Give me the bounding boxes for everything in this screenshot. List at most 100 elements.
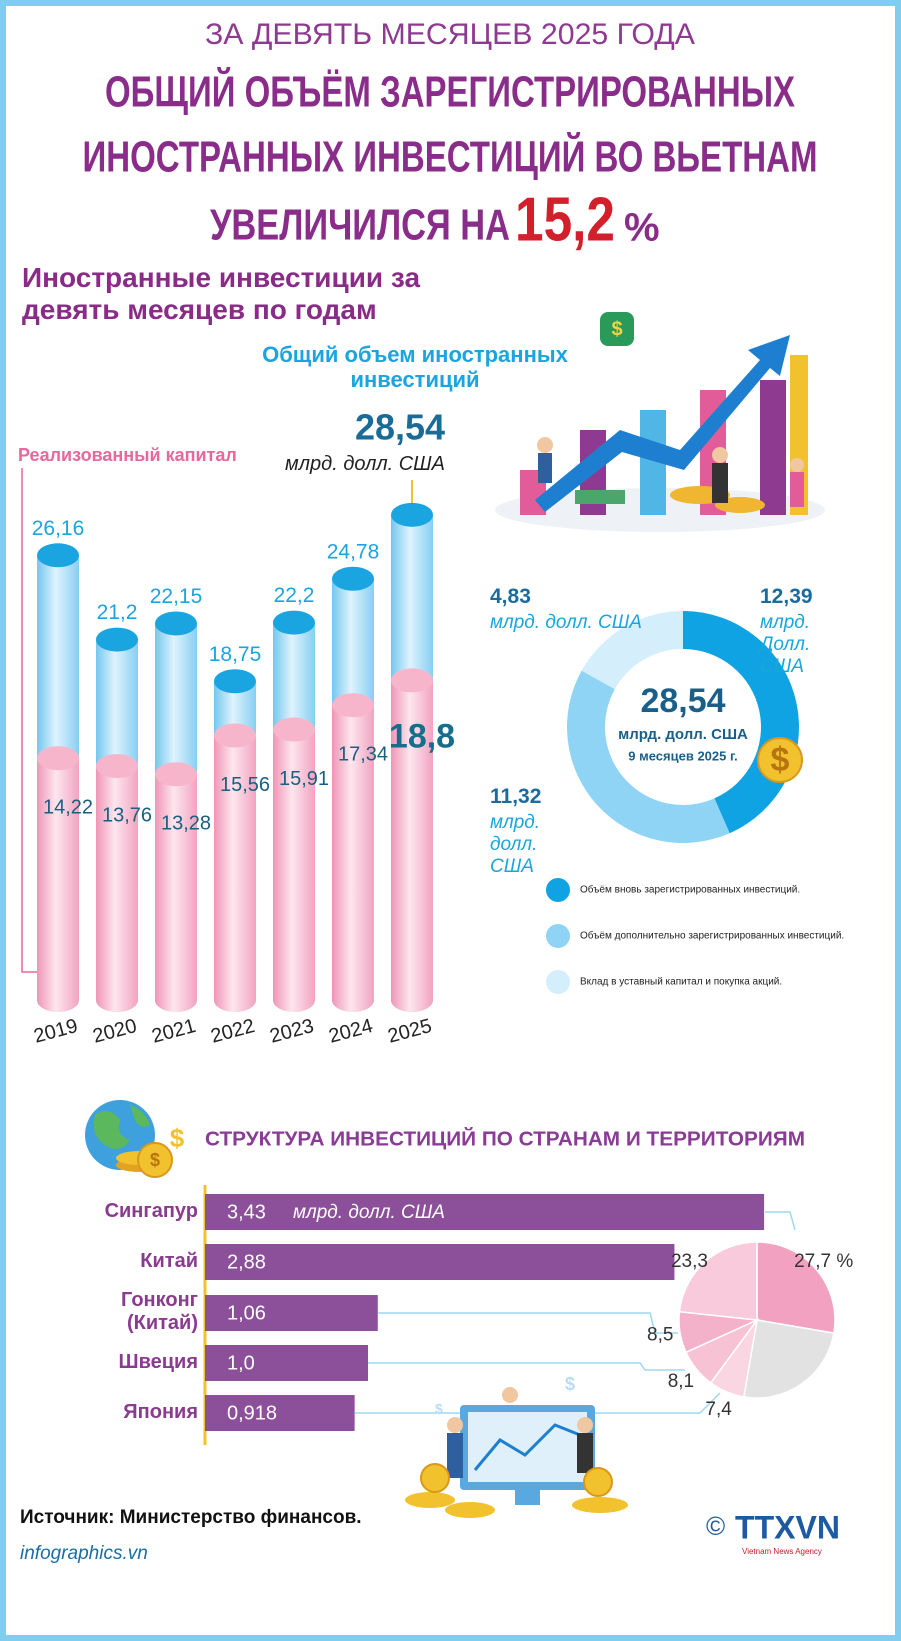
pie-slice — [678, 1241, 758, 1321]
legend-swatch — [546, 924, 570, 948]
legend-label: Объём дополнительно зарегистрированных и… — [580, 930, 844, 942]
title-line: ИНОСТРАННЫХ ИНВЕСТИЦИЙ ВО ВЬЕТНАМ — [83, 131, 818, 182]
value-label: 18,75 — [209, 643, 262, 666]
value-label: 3,43 — [227, 1201, 266, 1223]
x-tick-label: 2024 — [326, 1015, 375, 1048]
svg-text:$: $ — [611, 318, 622, 340]
value-label: 11,32 — [490, 785, 542, 808]
copyright: © — [706, 1511, 725, 1541]
cylinder-top — [37, 746, 79, 771]
value-label: 18,8 — [389, 717, 455, 755]
value-label: 14,22 — [43, 797, 93, 819]
category-label: Сингапур — [104, 1200, 198, 1222]
cylinder-top — [155, 611, 197, 636]
bar — [205, 1244, 675, 1280]
pie-slice — [742, 1319, 835, 1399]
chart-title: Иностранные инвестиции за девять месяцев… — [22, 262, 421, 326]
x-tick-label: 2021 — [149, 1015, 198, 1048]
logo: TTXVN — [735, 1509, 840, 1545]
cylinder — [155, 774, 197, 1000]
site: infographics.vn — [20, 1543, 148, 1564]
cylinder-top — [332, 566, 374, 591]
bar — [205, 1345, 368, 1381]
value-label: 1,06 — [227, 1302, 266, 1324]
cylinder — [391, 680, 433, 1000]
donut-slice — [581, 611, 683, 690]
cylinder-top — [214, 723, 256, 748]
svg-text:$: $ — [170, 1123, 185, 1153]
bar — [205, 1194, 765, 1230]
cylinder — [332, 705, 374, 1000]
coin-icon — [757, 737, 803, 783]
value-label: 8,5 — [647, 1325, 673, 1346]
value-label: 8,1 — [668, 1371, 694, 1392]
value-label: 1,0 — [227, 1352, 255, 1374]
total-note: 9 месяцев 2025 г. — [628, 748, 737, 763]
source: Источник: Министерство финансов. — [20, 1507, 362, 1528]
x-tick-label: 2023 — [267, 1015, 316, 1048]
legend-entry: Реализованный капитал — [18, 445, 237, 465]
cylinder — [96, 766, 138, 1000]
cylinder-top — [273, 610, 315, 635]
value-label: 2,88 — [227, 1251, 266, 1273]
category-label: Китай — [140, 1250, 198, 1272]
title-line: ОБЩИЙ ОБЪЁМ ЗАРЕГИСТРИРОВАННЫХ — [105, 66, 795, 117]
globe-icon: $ $ — [85, 1100, 185, 1178]
value-label: 22,2 — [274, 584, 315, 607]
value-label: 22,15 — [150, 585, 203, 608]
cylinder — [37, 758, 79, 1000]
value-label: 15,91 — [279, 768, 329, 790]
value-label: 26,16 — [32, 517, 85, 540]
unit: млрд. долл. США — [285, 453, 445, 475]
x-tick-label: 2022 — [208, 1015, 257, 1048]
cylinder — [273, 729, 315, 1000]
legend-swatch — [546, 878, 570, 902]
legend-swatch — [546, 970, 570, 994]
legend-label: Объём вновь зарегистрированных инвестици… — [580, 884, 800, 896]
svg-text:$: $ — [565, 1374, 575, 1394]
pie-slice — [756, 1241, 836, 1335]
growth-value: 15,2 — [515, 185, 615, 254]
value-label: 24,78 — [327, 540, 380, 563]
cylinder-top — [96, 627, 138, 652]
cylinder — [214, 735, 256, 1000]
cylinder-top — [391, 502, 433, 527]
category-label: Япония — [123, 1401, 198, 1423]
svg-text:$: $ — [435, 1401, 443, 1417]
cylinder-top — [155, 762, 197, 787]
kicker: ЗА ДЕВЯТЬ МЕСЯЦЕВ 2025 ГОДА — [205, 18, 695, 51]
x-tick-label: 2019 — [31, 1015, 80, 1048]
illustration-growth: $ — [495, 312, 825, 532]
value-label: 13,76 — [102, 804, 152, 826]
cylinder-top — [37, 543, 79, 568]
value-label: 15,56 — [220, 774, 270, 796]
legend-label: Вклад в уставный капитал и покупка акций… — [580, 977, 782, 988]
cylinder-top — [332, 693, 374, 718]
value-label: 23,3 — [671, 1251, 708, 1272]
value-label: 7,4 — [705, 1399, 732, 1420]
coin-sign: $ — [771, 741, 790, 779]
bar — [205, 1295, 378, 1331]
growth-unit: % — [624, 206, 660, 250]
cylinder-top — [391, 668, 433, 693]
x-tick-label: 2020 — [90, 1015, 139, 1048]
svg-text:$: $ — [150, 1150, 160, 1170]
value-label: 21,2 — [97, 601, 138, 624]
title-line: УВЕЛИЧИЛСЯ НА — [210, 201, 510, 250]
value-label: 4,83 — [490, 585, 531, 608]
unit: млрд. долл. США — [490, 612, 642, 633]
chart-title: СТРУКТУРА ИНВЕСТИЦИЙ ПО СТРАНАМ И ТЕРРИТ… — [205, 1126, 805, 1150]
value-label: 0,918 — [227, 1402, 277, 1424]
cylinder-top — [96, 754, 138, 779]
category-label: Гонконг (Китай) — [120, 1289, 198, 1334]
cylinder-top — [214, 669, 256, 694]
value-label: 28,54 — [355, 407, 445, 448]
value-label: 13,28 — [161, 813, 211, 835]
unit: млрд. Долл. США — [760, 612, 811, 677]
x-tick-label: 2025 — [385, 1015, 434, 1048]
total-unit: млрд. долл. США — [618, 726, 748, 743]
agency: Vietnam News Agency — [742, 1547, 822, 1556]
